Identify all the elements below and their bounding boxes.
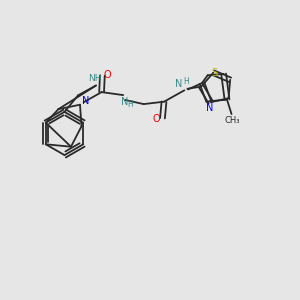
Text: S: S — [211, 68, 217, 78]
Text: H: H — [183, 77, 189, 86]
Text: NH: NH — [88, 74, 101, 83]
Text: O: O — [104, 70, 112, 80]
Text: O: O — [152, 114, 160, 124]
Text: N: N — [121, 97, 128, 107]
Text: N: N — [175, 79, 183, 89]
Text: H: H — [127, 100, 133, 109]
Text: N: N — [206, 103, 213, 113]
Text: N: N — [82, 96, 90, 106]
Text: CH₃: CH₃ — [225, 116, 240, 125]
